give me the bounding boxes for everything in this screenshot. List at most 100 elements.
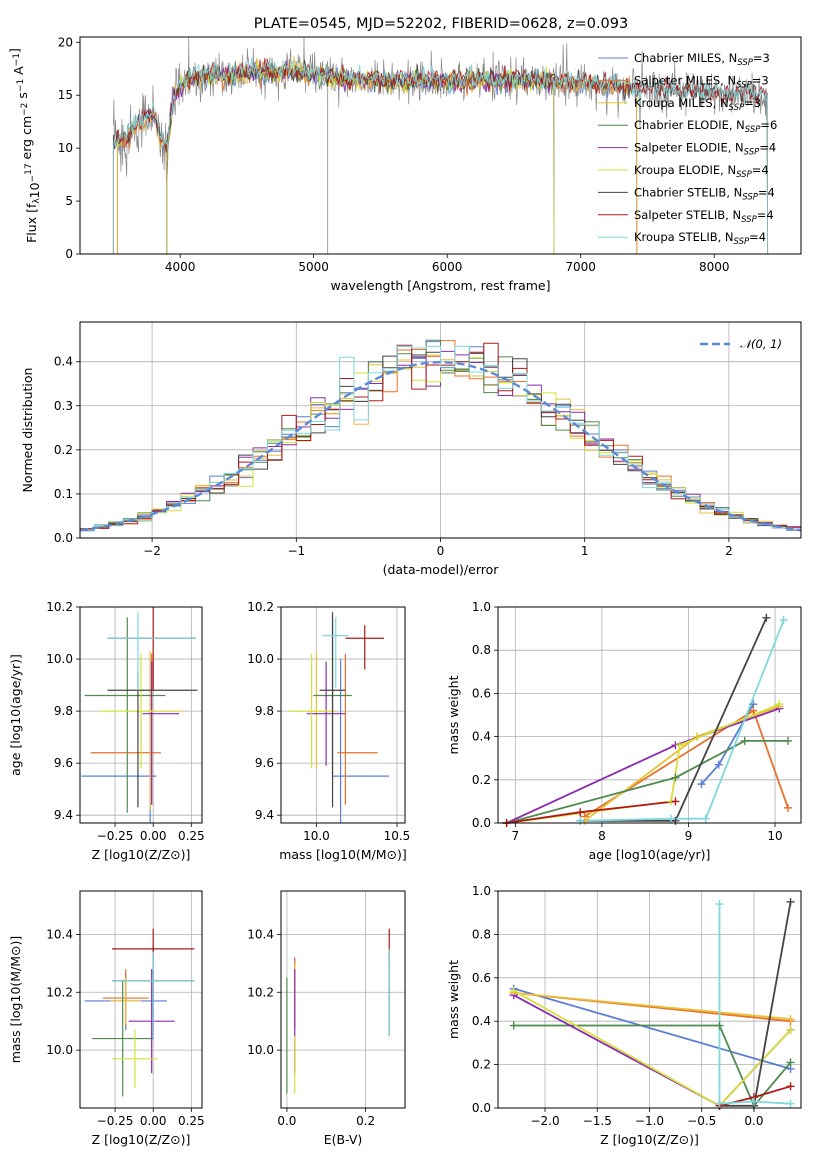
- chart-age_vs_Z: −0.25 0.00 0.25 9.4 9.6 9.8 10.0 10.2 Z [log10(Z…: [8, 600, 205, 862]
- x-tick-label: −1.5: [583, 1114, 612, 1128]
- legend-label-main: Salpeter STELIB, N: [634, 208, 741, 222]
- legend-label: Kroupa MILES, NSSP=3: [634, 96, 761, 113]
- chart-mass_weight_vs_age: 7 8 9 10 0.0 0.2 0.4 0.6 0.8 1.0 age [log10(age/yr…: [446, 600, 802, 862]
- plot-area-mass_weight_vs_age: [506, 617, 789, 823]
- y-tick-label: 9.4: [255, 808, 274, 822]
- x-tick-label: 0.25: [178, 1114, 205, 1128]
- mass-weight-marker: [786, 1082, 795, 1091]
- legend-label: Salpeter MILES, NSSP=3: [634, 73, 769, 90]
- x-tick-label: 2: [725, 544, 733, 558]
- y-tick-label: 10.2: [247, 600, 274, 614]
- y-axis-label-part: λ: [32, 198, 42, 204]
- y-tick-label: 0.8: [472, 643, 491, 657]
- plot-area-mass_vs_Z: [84, 928, 195, 1097]
- legend-label-sub: SSP: [734, 237, 750, 247]
- x-tick-label: 0: [437, 544, 445, 558]
- chart-residuals: −2 −1 0 1 2 0.0 0.1 0.2 0.3 0.4 (data-model)/error…: [20, 321, 802, 577]
- y-tick-label: 10.0: [46, 1043, 73, 1057]
- y-tick-label: 0.0: [472, 816, 491, 830]
- legend-label-main: Chabrier MILES, N: [634, 51, 737, 65]
- x-tick-label: −1: [287, 544, 305, 558]
- x-tick-label: 0.00: [140, 829, 167, 843]
- y-tick-label: 0.1: [54, 487, 73, 501]
- y-tick-label: 9.4: [54, 808, 73, 822]
- chart-mass_vs_ebv: 0.0 0.2 10.0 10.2 10.4 E(B-V): [247, 890, 406, 1147]
- x-tick-label: 10.0: [303, 829, 330, 843]
- residual-histogram-4: [80, 350, 801, 530]
- y-axis-label-part: −: [28, 175, 38, 183]
- mass-weight-line-2: [584, 705, 780, 822]
- mass-weight-marker: [714, 760, 723, 769]
- y-axis-label-part: 10: [27, 182, 42, 198]
- y-tick-label: 0.4: [54, 355, 73, 369]
- legend-label-main: Kroupa STELIB, N: [634, 230, 734, 244]
- mass-weight-line-3: [513, 1024, 792, 1108]
- y-axis-label-part: −1: [12, 53, 22, 66]
- chart-age_vs_mass: 10.0 10.5 9.4 9.6 9.8 10.0 10.2 mass [log10(M/M…: [247, 600, 410, 862]
- mass-weight-marker: [749, 1097, 758, 1106]
- y-tick-label: 0.4: [472, 730, 491, 744]
- y-tick-label: 9.6: [255, 756, 274, 770]
- x-axis-label: mass [log10(M/M⊙)]: [279, 847, 407, 862]
- legend-label-tail: =4: [757, 208, 774, 222]
- y-axis-label: mass [log10(M/M⊙)]: [8, 936, 23, 1064]
- axes-frame: [497, 890, 802, 1109]
- mass-weight-line-5: [506, 703, 780, 823]
- mass-weight-line-1: [584, 709, 789, 818]
- y-tick-label: 10.0: [247, 1043, 274, 1057]
- y-tick-label: 10.0: [46, 652, 73, 666]
- x-axis-label: age [log10(age/yr)]: [589, 847, 711, 862]
- y-tick-label: 0.3: [54, 399, 73, 413]
- legend-label-main: Salpeter ELODIE, N: [634, 141, 744, 155]
- figure-title: PLATE=0545, MJD=52202, FIBERID=0628, z=0…: [254, 16, 628, 32]
- x-tick-label: 5000: [298, 260, 329, 274]
- mass-weight-marker: [697, 780, 706, 789]
- y-tick-label: 0.0: [472, 1101, 491, 1115]
- legend-label-sub: SSP: [744, 148, 760, 158]
- axes-frame: [79, 36, 802, 255]
- x-axis-label: Z [log10(Z/Z⊙)]: [92, 847, 191, 862]
- y-axis-label-part: ]: [7, 48, 22, 53]
- residual-histogram-8: [80, 345, 801, 531]
- x-tick-label: 6000: [432, 260, 463, 274]
- mass-weight-marker: [762, 613, 771, 622]
- legend-label-tail: =3: [752, 73, 769, 87]
- mass-weight-marker: [576, 808, 585, 817]
- y-tick-label: 9.8: [255, 704, 274, 718]
- y-tick-label: 0.6: [472, 686, 491, 700]
- axes-frame: [79, 321, 802, 539]
- legend-label: Chabrier MILES, NSSP=3: [634, 51, 770, 68]
- mass-weight-line-5: [513, 990, 792, 1107]
- plot-area-spectrum: [112, 37, 769, 254]
- x-tick-label: −2.0: [530, 1114, 559, 1128]
- legend-label: Salpeter STELIB, NSSP=4: [634, 208, 774, 225]
- mass-weight-line-0: [513, 987, 791, 1070]
- legend-label: Chabrier ELODIE, NSSP=6: [634, 118, 777, 135]
- axes-frame: [79, 890, 203, 1109]
- mass-weight-marker: [786, 1025, 795, 1034]
- y-axis-label-part: 17: [24, 163, 34, 174]
- y-axis-label: mass weight: [446, 960, 461, 1039]
- mass-weight-line-2: [513, 992, 791, 1020]
- plot-area-age_vs_mass: [289, 612, 389, 823]
- x-tick-label: −1.0: [635, 1114, 664, 1128]
- model-spectrum-8: [112, 57, 769, 254]
- x-tick-label: −0.5: [687, 1114, 716, 1128]
- legend-label-tail: =4: [759, 141, 776, 155]
- mass-weight-marker: [775, 700, 784, 709]
- mass-weight-marker: [786, 1099, 795, 1108]
- normal-curve: [80, 360, 801, 532]
- plot-area-residuals: [80, 339, 801, 532]
- y-axis-label-part: erg cm: [19, 116, 34, 164]
- mass-weight-line-3: [506, 740, 788, 823]
- x-tick-label: −2: [143, 544, 161, 558]
- legend-label: Chabrier STELIB, NSSP=4: [634, 185, 775, 202]
- mass-weight-marker: [509, 1021, 518, 1030]
- legend-label: Kroupa ELODIE, NSSP=4: [634, 163, 769, 180]
- y-axis-label-part: A: [11, 66, 26, 79]
- y-axis-label: Normed distribution: [20, 368, 35, 493]
- plot-area-age_vs_Z: [81, 607, 198, 823]
- axes-frame: [79, 606, 203, 824]
- plot-area-mass_vs_ebv: [286, 928, 390, 1094]
